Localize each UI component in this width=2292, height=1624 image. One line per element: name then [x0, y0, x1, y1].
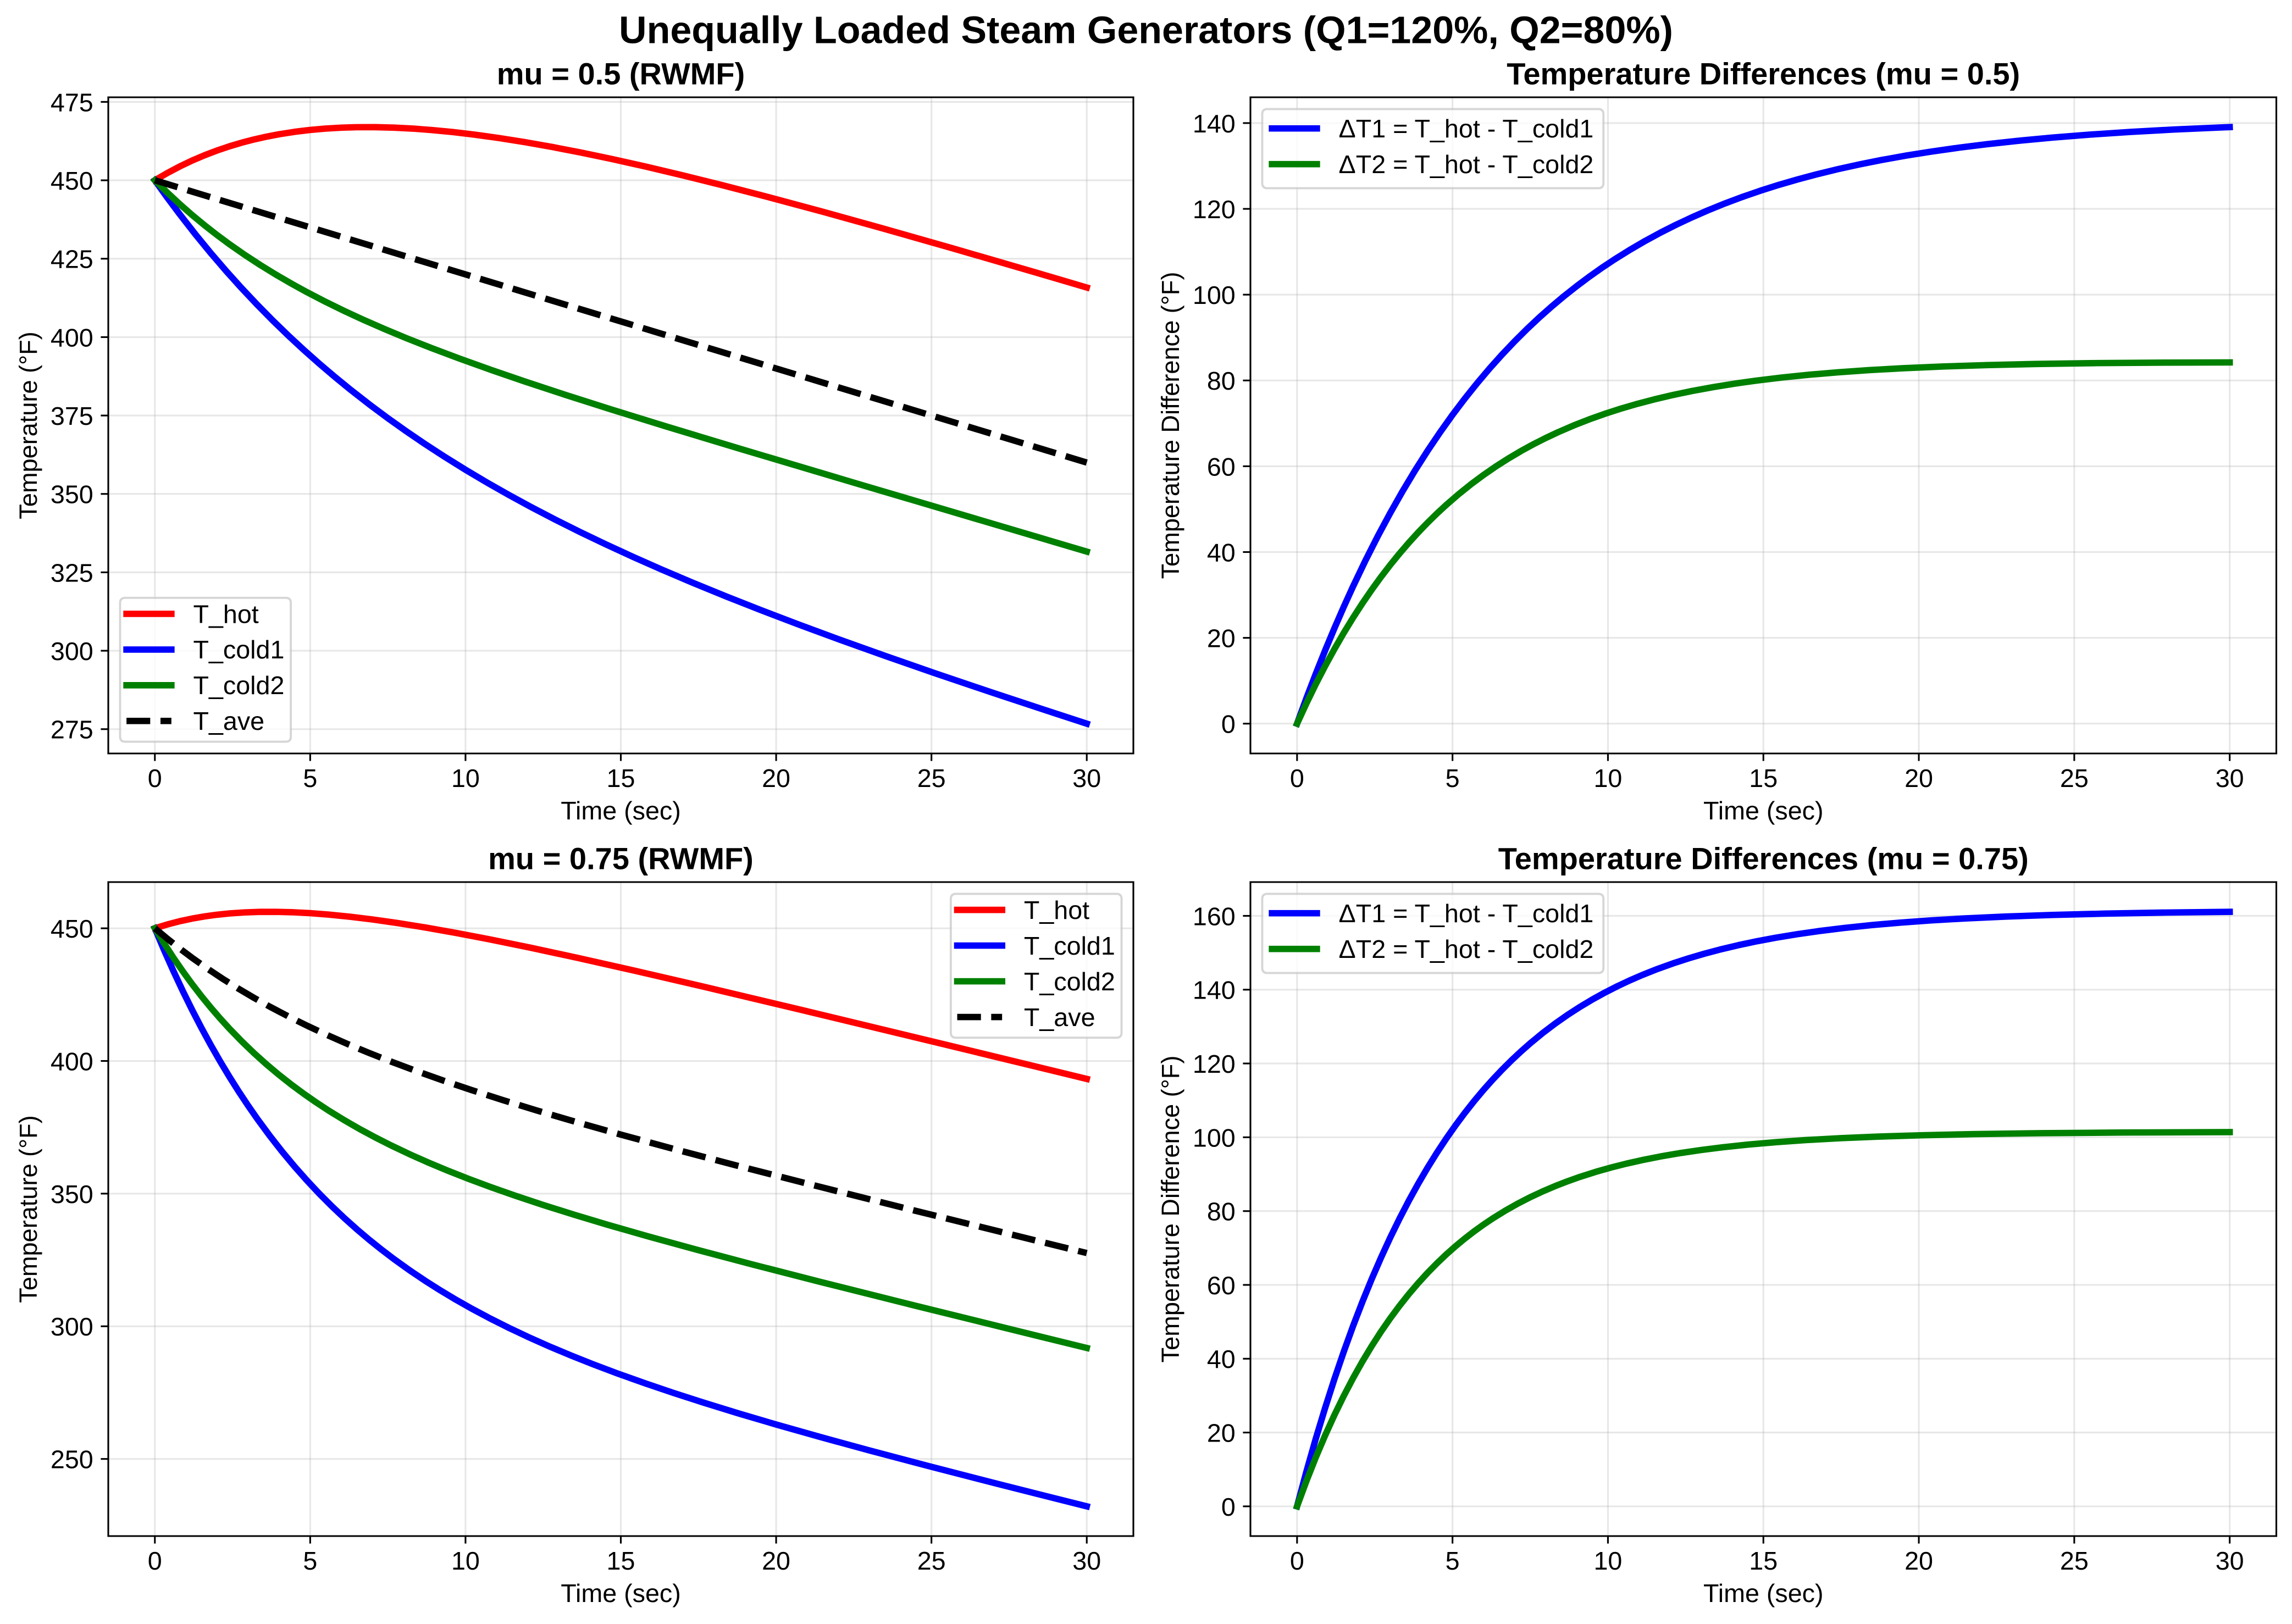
- svg-text:100: 100: [1193, 1123, 1236, 1152]
- svg-text:30: 30: [1072, 764, 1101, 792]
- svg-text:mu = 0.5 (RWMF): mu = 0.5 (RWMF): [497, 57, 745, 91]
- svg-text:Temperature (°F): Temperature (°F): [14, 1115, 42, 1302]
- svg-text:80: 80: [1207, 1198, 1236, 1226]
- svg-text:25: 25: [917, 764, 946, 792]
- svg-text:275: 275: [51, 716, 93, 744]
- svg-text:Time (sec): Time (sec): [1703, 796, 1824, 825]
- svg-text:5: 5: [1446, 764, 1460, 792]
- svg-text:20: 20: [1905, 764, 1933, 792]
- svg-text:350: 350: [51, 1180, 93, 1209]
- svg-text:ΔT1 = T_hot - T_cold1: ΔT1 = T_hot - T_cold1: [1339, 899, 1594, 928]
- svg-text:40: 40: [1207, 538, 1236, 567]
- svg-text:5: 5: [303, 1547, 317, 1575]
- svg-text:15: 15: [1749, 764, 1778, 792]
- svg-text:325: 325: [51, 558, 93, 587]
- svg-text:80: 80: [1207, 367, 1236, 395]
- svg-text:Temperature Difference (°F): Temperature Difference (°F): [1156, 1056, 1184, 1363]
- svg-text:30: 30: [2216, 1547, 2244, 1575]
- svg-text:300: 300: [51, 1312, 93, 1341]
- svg-text:25: 25: [2060, 1547, 2089, 1575]
- svg-text:0: 0: [148, 764, 162, 792]
- svg-text:60: 60: [1207, 452, 1236, 481]
- svg-text:400: 400: [51, 323, 93, 352]
- svg-text:0: 0: [1290, 764, 1304, 792]
- svg-text:15: 15: [607, 764, 635, 792]
- svg-text:mu = 0.75 (RWMF): mu = 0.75 (RWMF): [488, 841, 754, 876]
- svg-text:T_hot: T_hot: [1024, 896, 1089, 924]
- svg-text:475: 475: [51, 88, 93, 117]
- svg-text:140: 140: [1193, 109, 1236, 138]
- svg-text:300: 300: [51, 637, 93, 666]
- svg-text:20: 20: [1905, 1547, 1933, 1575]
- svg-text:375: 375: [51, 402, 93, 430]
- svg-text:T_cold2: T_cold2: [1024, 967, 1115, 996]
- svg-text:140: 140: [1193, 976, 1236, 1005]
- svg-text:10: 10: [451, 1547, 480, 1575]
- svg-text:T_cold2: T_cold2: [193, 671, 284, 700]
- svg-text:10: 10: [1593, 764, 1622, 792]
- svg-text:120: 120: [1193, 1050, 1236, 1078]
- svg-text:0: 0: [1221, 1493, 1236, 1521]
- svg-text:20: 20: [1207, 624, 1236, 653]
- svg-text:15: 15: [607, 1547, 635, 1575]
- svg-text:10: 10: [451, 764, 480, 792]
- svg-text:T_cold1: T_cold1: [1024, 932, 1115, 960]
- svg-text:Time (sec): Time (sec): [561, 796, 681, 825]
- svg-text:Time (sec): Time (sec): [561, 1579, 681, 1608]
- svg-text:T_hot: T_hot: [193, 600, 258, 628]
- svg-text:Temperature Differences (mu =: Temperature Differences (mu = 0.75): [1498, 841, 2029, 876]
- svg-text:160: 160: [1193, 902, 1236, 930]
- svg-text:T_ave: T_ave: [193, 707, 264, 735]
- svg-text:T_cold1: T_cold1: [193, 635, 284, 664]
- svg-text:25: 25: [2060, 764, 2089, 792]
- svg-text:450: 450: [51, 167, 93, 195]
- svg-text:5: 5: [303, 764, 317, 792]
- svg-text:0: 0: [1221, 710, 1236, 739]
- svg-text:ΔT2 = T_hot - T_cold2: ΔT2 = T_hot - T_cold2: [1339, 150, 1594, 179]
- svg-text:Unequally Loaded Steam Generat: Unequally Loaded Steam Generators (Q1=12…: [619, 9, 1673, 52]
- svg-text:ΔT2 = T_hot - T_cold2: ΔT2 = T_hot - T_cold2: [1339, 935, 1594, 963]
- svg-text:Temperature (°F): Temperature (°F): [14, 331, 42, 519]
- svg-text:40: 40: [1207, 1345, 1236, 1373]
- svg-text:10: 10: [1593, 1547, 1622, 1575]
- svg-text:120: 120: [1193, 195, 1236, 224]
- svg-text:T_ave: T_ave: [1024, 1003, 1095, 1032]
- svg-text:425: 425: [51, 245, 93, 274]
- svg-text:Time (sec): Time (sec): [1703, 1579, 1824, 1608]
- svg-text:450: 450: [51, 914, 93, 943]
- svg-text:20: 20: [762, 764, 790, 792]
- svg-text:60: 60: [1207, 1271, 1236, 1300]
- svg-text:0: 0: [1290, 1547, 1304, 1575]
- svg-text:25: 25: [917, 1547, 946, 1575]
- svg-text:20: 20: [762, 1547, 790, 1575]
- svg-text:Temperature Differences (mu =: Temperature Differences (mu = 0.5): [1507, 57, 2020, 91]
- svg-text:400: 400: [51, 1047, 93, 1076]
- svg-text:100: 100: [1193, 281, 1236, 309]
- svg-text:250: 250: [51, 1445, 93, 1474]
- svg-text:30: 30: [1072, 1547, 1101, 1575]
- svg-text:ΔT1 = T_hot - T_cold1: ΔT1 = T_hot - T_cold1: [1339, 114, 1594, 143]
- svg-text:5: 5: [1446, 1547, 1460, 1575]
- svg-text:Temperature Difference (°F): Temperature Difference (°F): [1156, 272, 1184, 579]
- svg-text:350: 350: [51, 480, 93, 509]
- svg-text:15: 15: [1749, 1547, 1778, 1575]
- svg-text:20: 20: [1207, 1419, 1236, 1448]
- svg-text:0: 0: [148, 1547, 162, 1575]
- svg-text:30: 30: [2216, 764, 2244, 792]
